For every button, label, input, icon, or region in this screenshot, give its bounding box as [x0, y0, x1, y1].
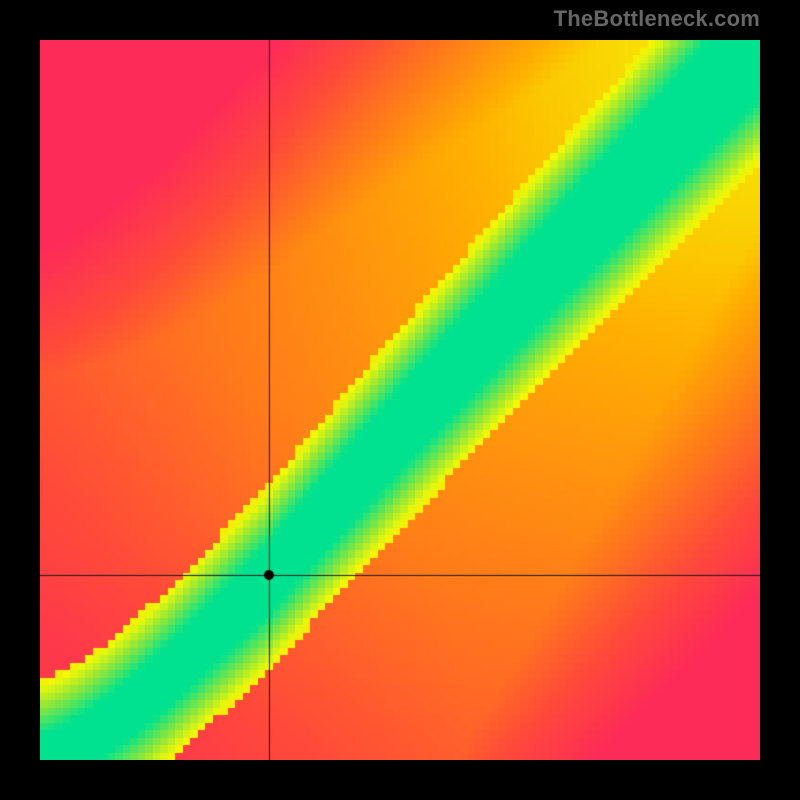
watermark-text: TheBottleneck.com	[554, 6, 760, 32]
crosshair-overlay	[40, 40, 760, 760]
chart-frame: TheBottleneck.com	[0, 0, 800, 800]
